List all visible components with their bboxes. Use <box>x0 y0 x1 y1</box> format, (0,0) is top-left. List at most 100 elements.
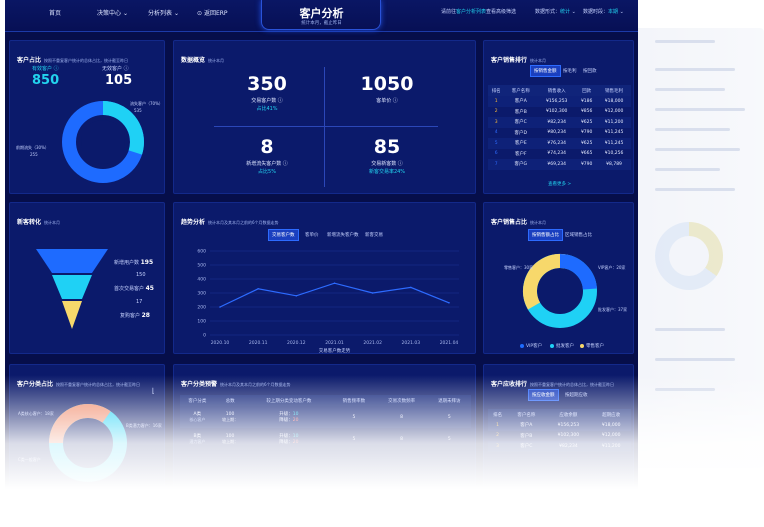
tab-new-churn[interactable]: 新增流失客户数 <box>327 233 359 238</box>
col-no-visit: 退期未拜访 <box>427 395 471 406</box>
col-collection: 回款 <box>576 85 598 96</box>
funnel-stage-new <box>36 249 108 273</box>
data-point[interactable] <box>295 295 298 297</box>
help-icon[interactable]: ⓘ <box>123 66 129 72</box>
background-ghost-ring <box>655 222 723 290</box>
freq-cell: 5 <box>332 406 376 428</box>
back-icon: ⊙ <box>197 10 203 17</box>
nav-back-erp[interactable]: ⊙ 返回ERP <box>197 8 228 17</box>
tab-trade-customers[interactable]: 交易客户数 <box>268 229 299 241</box>
data-point[interactable] <box>410 286 412 289</box>
metric-label: 交易新客数 <box>371 161 397 167</box>
x-tick-label: 2020.11 <box>249 340 268 346</box>
nav-decision-center[interactable]: 决策中心 ⌄ <box>97 8 128 17</box>
help-icon[interactable]: ⓘ <box>53 66 59 72</box>
data-point[interactable] <box>371 292 374 294</box>
nav-analysis-list[interactable]: 分析列表 ⌄ <box>148 8 179 17</box>
tab-by-sales[interactable]: 按销售金额 <box>530 65 561 77</box>
new-trade-label: 交易新客数 ⓘ <box>342 160 432 167</box>
panel-note: 统计本月 <box>530 220 547 225</box>
data-point[interactable] <box>448 302 450 304</box>
tab-by-collection[interactable]: 按回款 <box>583 69 597 74</box>
chevron-down-icon: ⌄ <box>619 9 624 15</box>
table-row[interactable]: 1 客户A ¥156,253 ¥186 ¥18,000 <box>488 96 631 107</box>
title-frame <box>261 0 381 30</box>
tab-by-margin[interactable]: 按毛利 <box>563 69 577 74</box>
table-row[interactable]: 7 客户G ¥69,234 ¥790 ¥8,789 <box>488 159 631 170</box>
table-row[interactable]: A类 核心客户 100 较上期： 升级：10 降级：20 5 8 5 <box>180 406 471 428</box>
panel-new-conversion: 新客转化 统计本月 新增用户数 195 150 首次交易客户 45 17 复购客户… <box>9 202 165 354</box>
help-icon[interactable]: ⓘ <box>397 161 403 167</box>
table-cell: ¥11,200 <box>597 117 631 128</box>
help-icon[interactable]: ⓘ <box>282 161 288 167</box>
tab-sales-share[interactable]: 按销售额占比 <box>528 229 563 241</box>
page-subtitle: 统计本月，截止昨日 <box>301 21 342 26</box>
new-trade-sub: 新客交易率24% <box>368 169 406 175</box>
panel-note: 按照不重复客户统计的总体占比，统计截至昨日 <box>530 382 615 387</box>
x-tick-label: 2021.01 <box>325 340 344 346</box>
table-cell: ¥82,234 <box>537 117 577 128</box>
downgrade-line: 降级：20 <box>246 417 333 423</box>
table-row[interactable]: 4 客户D ¥80,234 ¥790 ¥11,245 <box>488 128 631 139</box>
class-warning-table: 客户分类 总数 较上期分类变动客户数 销售频率数 交易次数频率 退期未拜访 A类… <box>180 395 471 450</box>
invalid-customers-label: 无效客户 ⓘ <box>102 65 129 72</box>
legend-text: 批发客户 <box>556 344 574 349</box>
period-selector[interactable]: 数据时段：本期 ⌄ <box>583 8 624 15</box>
tab-unit-price[interactable]: 客单价 <box>305 233 319 238</box>
panel-header: 趋势分析 统计本月及其本月之前的6个月数据走势 <box>181 209 279 228</box>
table-cell: ¥76,234 <box>537 138 577 149</box>
table-cell: ¥74,234 <box>547 151 566 157</box>
top-bar: 首页 决策中心 ⌄ 分析列表 ⌄ ⊙ 返回ERP 客户分析 统计本月，截止昨日 … <box>5 0 638 32</box>
stage-value: 195 <box>140 259 154 266</box>
series-line <box>219 282 450 308</box>
table-row[interactable]: 3 客户C ¥82,234 ¥11,200 <box>488 441 631 452</box>
table-cell: ¥8,789 <box>597 159 631 170</box>
tab-by-overdue[interactable]: 按超期应收 <box>565 393 588 398</box>
table-row[interactable]: B类 潜力客户 100 较上期： 升级：10 降级：20 5 8 5 <box>180 428 471 450</box>
chart-icon[interactable]: ⌊ <box>152 387 155 395</box>
nav-analysis-label: 分析列表 <box>148 10 173 17</box>
legend-wholesale: 批发客户 <box>550 343 574 349</box>
welcome-tail: 查看高级筛选 <box>486 9 517 15</box>
help-icon[interactable]: ⓘ <box>392 98 398 104</box>
table-header-row: 排名 客户名称 销售收入 回款 销售毛利 <box>488 85 631 96</box>
unit-price-label: 客单价 ⓘ <box>342 97 432 104</box>
table-cell: ¥18,000 <box>597 96 631 107</box>
data-point[interactable] <box>257 288 259 290</box>
panel-class-warning: 客户分类预警 统计本月及其本月之前的6个月数据走势 客户分类 总数 较上期分类变动… <box>173 364 476 527</box>
table-row[interactable]: 6 客户F ¥74,234 ¥665 ¥10,256 <box>488 149 631 160</box>
customer-list-link[interactable]: 客户分析列表 <box>456 9 487 15</box>
trend-line-chart: 600 500 400 300 200 100 0 2020.10 2020.11 2020.12… <box>197 249 459 354</box>
data-point[interactable] <box>219 306 221 308</box>
help-icon[interactable]: ⓘ <box>277 98 283 104</box>
funnel-stage-first-trade <box>52 275 92 299</box>
panel-note: 统计本月 <box>530 58 547 63</box>
churn-label: 流失客户（70%） <box>130 101 163 106</box>
data-point[interactable] <box>333 282 336 284</box>
table-row[interactable]: 5 客户E ¥76,234 ¥625 ¥11,245 <box>488 138 631 149</box>
view-more-link[interactable]: 查看更多 > <box>548 182 572 187</box>
panel-title: 客户分类预警 <box>181 381 218 388</box>
table-row[interactable]: 2 客户B ¥102,300 ¥856 ¥12,000 <box>488 107 631 118</box>
tab-region-share[interactable]: 区域销售占比 <box>565 233 592 238</box>
sales-ranking-table: 排名 客户名称 销售收入 回款 销售毛利 1 客户A ¥156,253 ¥186 ¥18… <box>488 85 631 170</box>
stage-mid-value: 150 <box>136 272 146 278</box>
dashboard: 首页 决策中心 ⌄ 分析列表 ⌄ ⊙ 返回ERP 客户分析 统计本月，截止昨日 … <box>5 0 638 527</box>
table-row[interactable]: 1 客户A ¥156,253 ¥18,000 <box>488 420 631 431</box>
method-selector[interactable]: 数据形式：统计 ⌄ <box>535 8 576 15</box>
retail-label: 零售客户：30家 <box>504 265 534 270</box>
legend-dot <box>580 343 584 348</box>
donut-hole <box>81 120 125 164</box>
x-tick-label: 2021.04 <box>440 340 459 346</box>
tab-new-trade[interactable]: 新客交易 <box>365 233 383 238</box>
table-row[interactable]: 3 客户C ¥82,234 ¥625 ¥11,200 <box>488 117 631 128</box>
chevron-down-icon: ⌄ <box>571 9 576 15</box>
table-row[interactable]: 2 客户B ¥102,300 ¥12,000 <box>488 431 631 442</box>
panel-receivable-ranking: 客户应收排行 按照不重复客户统计的总体占比，统计截至昨日 按应收金额 按超期应收 … <box>483 364 634 527</box>
nav-home[interactable]: 首页 <box>49 10 62 17</box>
panel-header: 客户销售占比 统计本月 <box>491 209 546 228</box>
panel-note: 统计本月 <box>44 220 61 225</box>
downgrade-line: 降级：20 <box>246 439 333 445</box>
tab-by-receivable[interactable]: 按应收金额 <box>528 389 559 401</box>
